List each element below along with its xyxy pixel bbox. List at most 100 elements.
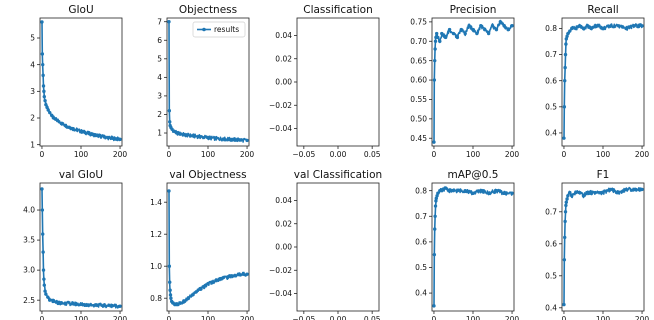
data-point	[564, 37, 568, 41]
y-tick-label: 0.6	[415, 237, 427, 246]
y-tick-label: 0.7	[545, 50, 557, 59]
data-point	[51, 116, 56, 120]
y-tick-label: 1	[157, 129, 162, 138]
y-tick-label: 0.6	[545, 76, 557, 85]
data-point	[451, 31, 456, 36]
data-point	[48, 110, 52, 115]
data-point	[167, 264, 172, 268]
data-point	[63, 301, 68, 305]
data-point	[102, 135, 107, 139]
data-point	[570, 194, 574, 198]
data-point	[440, 188, 444, 193]
series-line-results	[41, 188, 121, 309]
data-point	[175, 302, 179, 307]
y-tick-label: 0.8	[150, 294, 162, 303]
y-tick-label: −0.02	[269, 266, 292, 275]
data-point	[564, 200, 568, 204]
data-point	[564, 42, 568, 46]
data-point	[640, 24, 644, 28]
y-tick-label: 1	[30, 140, 35, 149]
panel-title: GIoU	[68, 4, 93, 16]
data-point	[71, 302, 75, 306]
data-point	[624, 26, 629, 31]
panel-val-classification: val Classification −0.05 0.00 0.05 −0.04 −0.0…	[269, 169, 382, 320]
y-tick-label: 3.0	[23, 266, 35, 275]
data-point	[114, 137, 118, 141]
data-point	[479, 24, 483, 28]
legend-label: results	[214, 25, 239, 34]
data-point	[436, 191, 440, 195]
y-tick-label: 3	[157, 92, 162, 101]
data-point	[168, 120, 172, 124]
y-tick-label: 1.2	[150, 230, 162, 239]
data-point	[506, 27, 510, 32]
data-point	[42, 89, 46, 94]
data-point	[447, 188, 452, 193]
data-point	[237, 272, 241, 276]
x-tick-label: 0	[562, 315, 567, 320]
data-point	[577, 190, 582, 195]
x-tick-label: 200	[635, 315, 650, 320]
data-point	[581, 26, 586, 31]
x-tick-label: 0.00	[330, 315, 347, 320]
series-line-results	[41, 21, 121, 142]
data-point	[486, 31, 491, 36]
y-tick-label: 3	[30, 87, 35, 96]
series-line-results	[563, 186, 643, 306]
x-tick-label: 100	[201, 315, 216, 320]
data-point	[563, 210, 568, 214]
data-point	[585, 190, 590, 195]
x-tick-label: 0	[167, 150, 172, 159]
y-tick-label: 4.0	[23, 206, 35, 215]
data-point	[502, 191, 506, 195]
data-point	[471, 191, 475, 195]
x-tick-label: 0	[167, 315, 172, 320]
data-point	[566, 194, 570, 198]
data-point	[41, 268, 46, 272]
data-point	[44, 292, 48, 296]
data-point	[593, 24, 597, 28]
data-point	[51, 299, 56, 304]
x-tick-label: −0.05	[292, 150, 315, 159]
data-point	[206, 135, 210, 140]
data-point	[451, 188, 456, 193]
data-point	[475, 31, 479, 36]
y-tick-label: 0.70	[410, 37, 427, 46]
data-point	[67, 125, 71, 130]
data-point	[59, 301, 64, 305]
data-point	[459, 27, 463, 32]
data-point	[432, 252, 437, 257]
x-tick-label: 200	[240, 150, 255, 159]
data-point	[624, 187, 629, 192]
data-point	[225, 275, 230, 280]
data-point	[455, 35, 460, 40]
x-tick-label: 0	[40, 150, 45, 159]
data-point	[573, 190, 578, 195]
data-point	[565, 34, 569, 38]
data-point	[447, 27, 452, 32]
data-point	[463, 188, 467, 193]
panel-title: Precision	[450, 4, 497, 16]
data-point	[167, 189, 171, 193]
data-point	[229, 274, 234, 278]
y-tick-label: 0.04	[275, 196, 292, 205]
data-point	[91, 132, 95, 137]
y-tick-label: 4	[30, 60, 35, 69]
data-point	[498, 20, 503, 24]
data-point	[40, 20, 44, 24]
data-point	[562, 302, 566, 307]
data-point	[486, 191, 491, 195]
data-point	[467, 24, 471, 28]
data-point	[616, 190, 621, 195]
y-tick-label: 0.04	[275, 31, 292, 40]
data-point	[55, 118, 60, 123]
data-point	[182, 133, 187, 137]
axes-frame	[296, 182, 380, 312]
axes-frame	[431, 182, 515, 312]
data-point	[168, 293, 173, 297]
y-tick-label: 1.4	[150, 198, 162, 207]
data-point	[118, 304, 122, 308]
y-tick-label: −0.04	[269, 124, 292, 133]
data-point	[433, 214, 437, 218]
y-tick-label: 0.5	[545, 271, 557, 280]
